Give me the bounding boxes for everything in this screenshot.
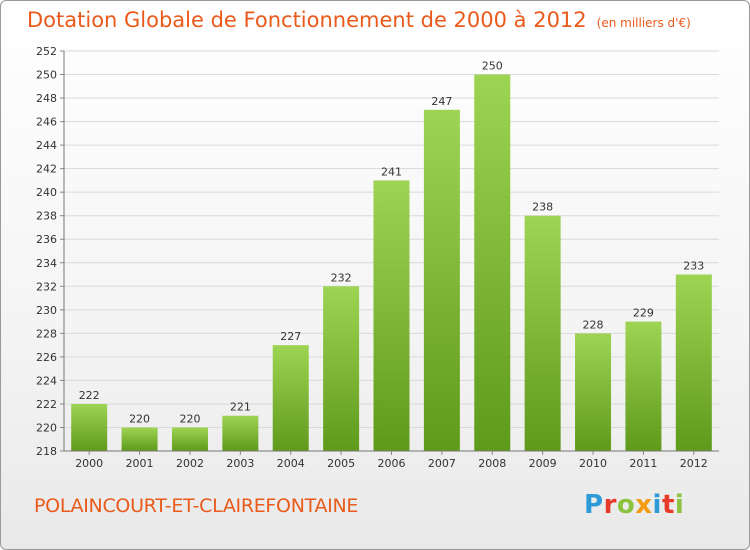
y-tick-label: 222 <box>36 398 57 411</box>
commune-name: POLAINCOURT-ET-CLAIREFONTAINE <box>34 495 359 517</box>
bar <box>272 345 309 451</box>
data-label: 227 <box>280 330 301 343</box>
y-tick-label: 218 <box>36 445 57 458</box>
axes: 2182202222242262282302322342362382402422… <box>36 45 719 470</box>
data-label: 247 <box>431 95 452 108</box>
y-tick-label: 234 <box>36 257 57 270</box>
x-tick-label: 2003 <box>226 457 254 470</box>
data-label: 220 <box>129 412 150 425</box>
chart-subtitle: (en milliers d'€) <box>596 16 691 30</box>
y-tick-label: 236 <box>36 233 57 246</box>
x-tick-label: 2002 <box>176 457 204 470</box>
bar <box>323 286 360 451</box>
bar <box>575 333 612 451</box>
y-tick-label: 244 <box>36 139 57 152</box>
bar <box>71 403 108 451</box>
x-tick-label: 2005 <box>327 457 355 470</box>
x-tick-label: 2006 <box>378 457 406 470</box>
y-tick-label: 228 <box>36 327 57 340</box>
y-tick-label: 224 <box>36 374 57 387</box>
data-label: 238 <box>532 201 553 214</box>
bar <box>675 274 712 451</box>
bar <box>171 427 208 451</box>
bar <box>625 321 662 451</box>
logo-letter: P <box>584 490 604 520</box>
y-tick-label: 250 <box>36 69 57 82</box>
logo-letter: x <box>635 490 653 520</box>
y-tick-label: 240 <box>36 186 57 199</box>
data-label: 250 <box>482 60 503 73</box>
bar <box>373 180 410 452</box>
proxiti-logo: Proxiti <box>584 490 684 520</box>
y-tick-label: 252 <box>36 45 57 58</box>
data-label: 222 <box>79 389 100 402</box>
x-tick-label: 2009 <box>529 457 557 470</box>
bar <box>423 109 460 451</box>
bar <box>474 74 511 451</box>
data-label: 221 <box>230 401 251 414</box>
y-tick-label: 246 <box>36 116 57 129</box>
x-tick-label: 2000 <box>75 457 103 470</box>
x-tick-label: 2008 <box>478 457 506 470</box>
chart-title: Dotation Globale de Fonctionnement de 20… <box>27 8 587 32</box>
y-tick-label: 230 <box>36 304 57 317</box>
y-tick-label: 220 <box>36 421 57 434</box>
y-tick-label: 238 <box>36 210 57 223</box>
x-tick-label: 2007 <box>428 457 456 470</box>
data-label: 233 <box>683 260 704 273</box>
logo-letter: i <box>652 490 662 520</box>
y-tick-label: 242 <box>36 163 57 176</box>
y-tick-label: 232 <box>36 280 57 293</box>
bar <box>222 415 259 451</box>
y-tick-label: 248 <box>36 92 57 105</box>
x-tick-label: 2004 <box>277 457 305 470</box>
bars: 222 220 220 221 227 232 241 247 250 238 228 229 233 <box>71 60 712 452</box>
x-tick-label: 2001 <box>126 457 154 470</box>
data-label: 241 <box>381 165 402 178</box>
logo-letter: t <box>661 490 675 520</box>
data-label: 220 <box>179 412 200 425</box>
x-tick-label: 2010 <box>579 457 607 470</box>
data-label: 232 <box>331 271 352 284</box>
bar <box>524 215 561 451</box>
logo-letter: o <box>616 490 636 520</box>
data-label: 229 <box>633 307 654 320</box>
x-tick-label: 2012 <box>680 457 708 470</box>
logo-letter: i <box>674 490 685 520</box>
y-tick-label: 226 <box>36 351 57 364</box>
data-label: 228 <box>583 318 604 331</box>
title-line: Dotation Globale de Fonctionnement de 20… <box>27 8 691 32</box>
bar <box>121 427 158 451</box>
logo-letter: r <box>603 490 617 520</box>
x-tick-label: 2011 <box>629 457 657 470</box>
